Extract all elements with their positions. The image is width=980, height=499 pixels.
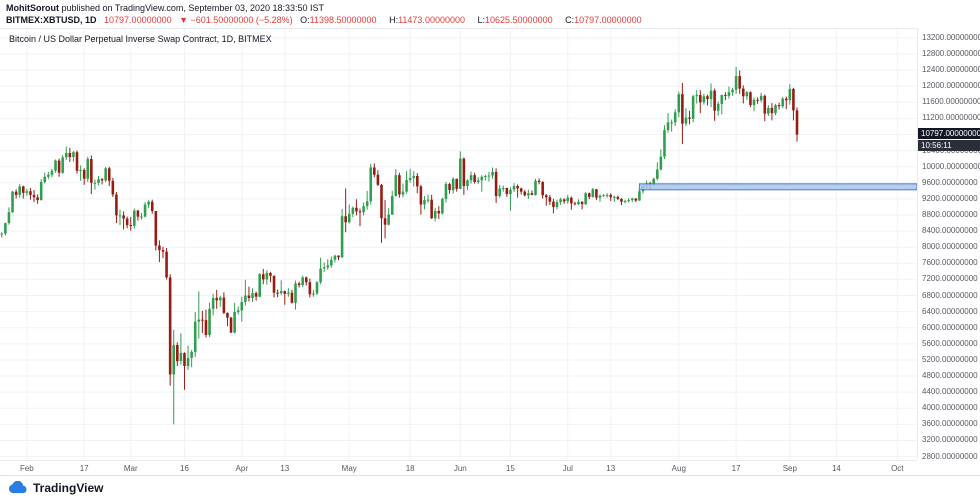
price-axis-label: 6000.00000000 (922, 322, 978, 332)
ohlc-open: O:11398.50000000 (300, 15, 377, 25)
time-axis-label: Jun (453, 464, 467, 473)
price-axis-label: 5200.00000000 (922, 354, 978, 364)
price-axis-label: 8000.00000000 (922, 242, 978, 252)
price-axis-label: 7600.00000000 (922, 258, 978, 268)
time-axis-label: 17 (79, 464, 89, 473)
ohlc-high: H:11473.00000000 (389, 15, 465, 25)
price-axis-label: 12800.00000000 (922, 48, 980, 58)
publish-header: MohitSorout published on TradingView.com… (0, 0, 980, 28)
price-axis-label: 11200.00000000 (922, 113, 980, 123)
price-axis-label: 10000.00000000 (922, 161, 980, 171)
price-axis-label: 9200.00000000 (922, 193, 978, 203)
time-axis-label: Feb (19, 464, 34, 473)
publish-meta: published on TradingView.com, September … (59, 3, 325, 13)
price-axis-label: 11600.00000000 (922, 97, 980, 107)
time-axis-label: 15 (505, 464, 515, 473)
time-axis[interactable]: Feb 17 Mar 16 Apr 13 May 18 Jun 15 Jul 13 Aug 17 Sep 14… (0, 460, 917, 476)
chart-plot-area[interactable] (0, 28, 917, 461)
price-axis-label: 4400.00000000 (922, 387, 978, 397)
time-axis-label: Apr (235, 464, 248, 473)
candle-countdown-badge: 10:56:11 (918, 139, 980, 151)
time-axis-label: Oct (891, 464, 904, 473)
price-axis-label: 3600.00000000 (922, 419, 978, 429)
price-axis-label: 8400.00000000 (922, 226, 978, 236)
time-axis-label: May (341, 464, 357, 473)
time-axis-label: Mar (123, 464, 138, 473)
price-axis-label: 8800.00000000 (922, 210, 978, 219)
price-axis-label: 3200.00000000 (922, 435, 978, 445)
candlestick-plot[interactable] (0, 29, 917, 461)
time-axis-label: Jul (562, 464, 573, 473)
price-axis[interactable]: 10797.00000000 10:56:11 2800.00000000 320… (917, 28, 980, 461)
time-axis-label: Sep (782, 464, 797, 473)
footer-bar: TradingView (0, 475, 980, 499)
last-price-text: 10797.00000000 (104, 15, 172, 25)
time-axis-label: 13 (280, 464, 290, 473)
price-axis-label: 6800.00000000 (922, 290, 978, 300)
price-axis-label: 5600.00000000 (922, 338, 978, 348)
time-axis-label: 16 (180, 464, 189, 473)
support-ray-drawing[interactable] (638, 183, 917, 191)
price-axis-label: 7200.00000000 (922, 274, 978, 284)
price-axis-label: 12000.00000000 (922, 81, 980, 91)
ohlc-low: L:10625.50000000 (477, 15, 553, 25)
time-axis-label: 13 (606, 464, 616, 473)
symbol-info-line: BITMEX:XBTUSD, 1D 10797.00000000 ▼ −601.… (6, 15, 980, 26)
price-axis-label: 12400.00000000 (922, 65, 980, 75)
price-change-text: ▼ −601.50000000 (−5.28%) (179, 15, 293, 25)
price-axis-label: 13200.00000000 (922, 32, 980, 42)
symbol-name: BITMEX:XBTUSD, 1D (6, 15, 97, 25)
grid-lines (0, 29, 917, 461)
last-price-badge: 10797.00000000 (918, 128, 980, 140)
chart-title: Bitcoin / US Dollar Perpetual Inverse Sw… (9, 34, 272, 44)
price-axis-label: 2800.00000000 (922, 451, 978, 461)
price-axis-label: 6400.00000000 (922, 306, 978, 316)
time-axis-label: 18 (405, 464, 415, 473)
price-axis-label: 9600.00000000 (922, 177, 978, 187)
ohlc-close: C:10797.00000000 (565, 15, 642, 25)
tradingview-cloud-logo[interactable] (8, 481, 28, 494)
publish-info-line: MohitSorout published on TradingView.com… (6, 3, 980, 14)
publisher-name: MohitSorout (6, 3, 59, 13)
price-axis-label: 4000.00000000 (922, 403, 978, 413)
time-axis-label: 14 (831, 464, 841, 473)
time-axis-label: 17 (731, 464, 741, 473)
candles (0, 66, 799, 425)
time-axis-label: Aug (671, 464, 686, 473)
price-axis-label: 4800.00000000 (922, 371, 978, 381)
tradingview-brand-text[interactable]: TradingView (33, 480, 104, 495)
